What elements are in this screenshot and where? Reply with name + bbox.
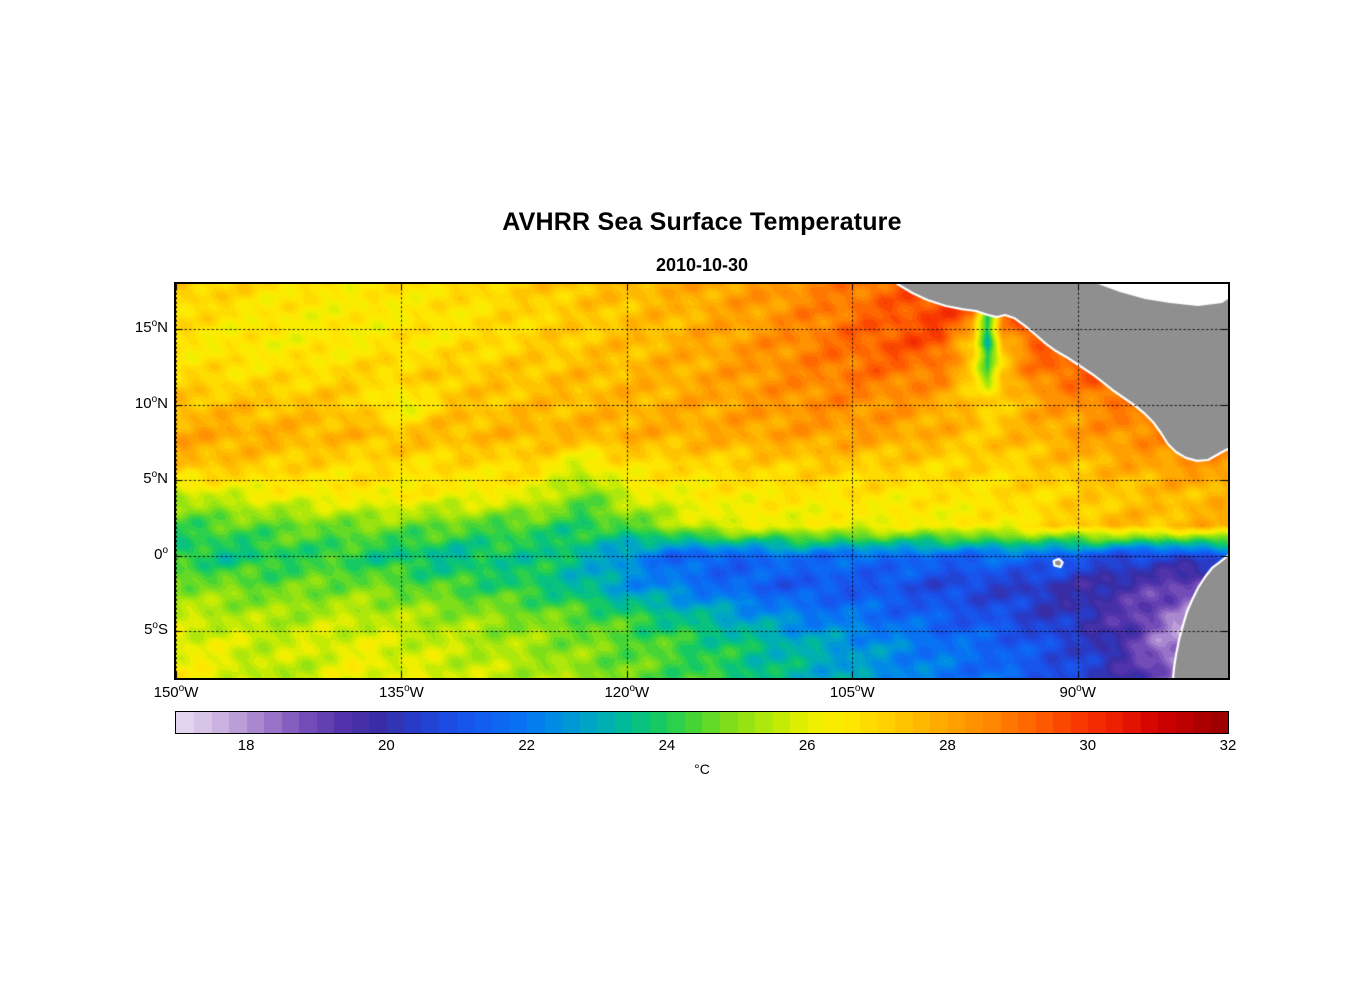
colorbar-tick-label: 20 bbox=[378, 737, 395, 754]
colorbar-tick-label: 32 bbox=[1219, 737, 1237, 754]
chart-title: AVHRR Sea Surface Temperature bbox=[502, 208, 902, 236]
colorbar-tick-label: 28 bbox=[939, 737, 956, 754]
y-tick-label: 0o bbox=[154, 544, 168, 563]
y-tick-label: 5oN bbox=[143, 469, 168, 488]
chart-date: 2010-10-30 bbox=[655, 255, 749, 275]
y-tick-label: 10oN bbox=[134, 393, 168, 412]
x-tick-label: 105oW bbox=[829, 683, 875, 702]
colorbar-tick-label: 24 bbox=[658, 737, 676, 754]
map-plot-area bbox=[174, 282, 1230, 680]
x-tick-label: 90oW bbox=[1059, 683, 1096, 702]
y-tick-label: 15oN bbox=[134, 318, 168, 337]
colorbar-unit-label: °C bbox=[694, 761, 710, 777]
colorbar-tick-label: 18 bbox=[237, 737, 255, 754]
x-tick-label: 150oW bbox=[153, 683, 199, 702]
colorbar-tick-label: 26 bbox=[798, 737, 816, 754]
colorbar-canvas bbox=[175, 711, 1229, 734]
y-tick-label: 5oS bbox=[144, 620, 168, 639]
sst-heatmap-canvas bbox=[176, 284, 1228, 678]
x-tick-label: 135oW bbox=[379, 683, 424, 702]
colorbar-tick-label: 22 bbox=[518, 737, 535, 754]
colorbar-tick-label: 30 bbox=[1079, 737, 1097, 754]
x-tick-label: 120oW bbox=[604, 683, 650, 702]
